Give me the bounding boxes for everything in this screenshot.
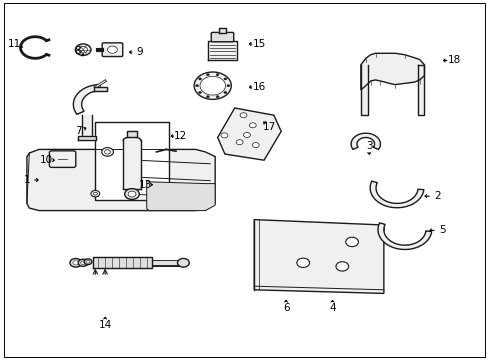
Text: 4: 4 xyxy=(328,303,335,313)
Text: 10: 10 xyxy=(40,155,53,165)
Text: 17: 17 xyxy=(263,122,276,132)
Bar xyxy=(95,122,168,200)
Circle shape xyxy=(224,78,226,80)
Polygon shape xyxy=(27,149,215,211)
Circle shape xyxy=(102,148,113,156)
Circle shape xyxy=(216,74,219,76)
Text: 11: 11 xyxy=(8,39,21,49)
Text: 14: 14 xyxy=(98,320,112,330)
FancyBboxPatch shape xyxy=(49,151,76,167)
Text: 2: 2 xyxy=(433,191,440,201)
Polygon shape xyxy=(417,65,424,115)
Circle shape xyxy=(198,91,201,94)
Circle shape xyxy=(226,85,229,87)
Circle shape xyxy=(296,258,309,267)
Text: 7: 7 xyxy=(75,126,81,136)
Text: 16: 16 xyxy=(252,82,265,92)
Circle shape xyxy=(75,44,91,55)
Circle shape xyxy=(91,190,100,197)
Circle shape xyxy=(107,46,117,53)
Circle shape xyxy=(206,74,209,76)
Polygon shape xyxy=(123,140,141,189)
Circle shape xyxy=(177,258,189,267)
Polygon shape xyxy=(360,65,367,115)
Circle shape xyxy=(240,113,246,118)
Text: 18: 18 xyxy=(447,55,461,66)
Text: 12: 12 xyxy=(174,131,187,141)
Polygon shape xyxy=(208,41,236,60)
Text: 15: 15 xyxy=(252,39,265,49)
Polygon shape xyxy=(146,180,215,211)
Circle shape xyxy=(200,76,225,95)
Circle shape xyxy=(236,140,243,145)
Polygon shape xyxy=(94,87,106,91)
FancyBboxPatch shape xyxy=(102,43,122,57)
Text: 3: 3 xyxy=(365,141,372,151)
Circle shape xyxy=(345,237,358,247)
Circle shape xyxy=(104,150,110,154)
Text: 6: 6 xyxy=(282,303,289,313)
Text: 8: 8 xyxy=(74,46,81,56)
Circle shape xyxy=(124,189,139,199)
Circle shape xyxy=(81,261,85,265)
Text: 5: 5 xyxy=(438,225,445,235)
Circle shape xyxy=(70,258,81,267)
Text: 1: 1 xyxy=(23,175,30,185)
Polygon shape xyxy=(217,108,281,160)
Circle shape xyxy=(78,259,88,266)
Circle shape xyxy=(198,78,201,80)
Circle shape xyxy=(221,133,227,138)
Polygon shape xyxy=(360,53,424,90)
Circle shape xyxy=(252,143,259,148)
Circle shape xyxy=(93,192,97,195)
Circle shape xyxy=(249,123,256,128)
Polygon shape xyxy=(254,220,383,293)
Circle shape xyxy=(128,191,136,197)
Polygon shape xyxy=(82,115,92,137)
Polygon shape xyxy=(350,133,380,149)
Polygon shape xyxy=(369,181,423,208)
Circle shape xyxy=(84,259,92,265)
Circle shape xyxy=(206,95,209,98)
Polygon shape xyxy=(218,28,226,33)
Circle shape xyxy=(224,91,226,94)
Circle shape xyxy=(335,262,348,271)
Circle shape xyxy=(243,132,250,138)
Polygon shape xyxy=(73,85,100,114)
Polygon shape xyxy=(127,131,137,137)
Circle shape xyxy=(195,85,198,87)
Circle shape xyxy=(79,46,87,53)
Circle shape xyxy=(216,95,219,98)
Polygon shape xyxy=(377,223,431,249)
Circle shape xyxy=(73,261,79,265)
Polygon shape xyxy=(123,137,141,140)
Polygon shape xyxy=(78,136,96,140)
Text: 9: 9 xyxy=(136,47,142,57)
Text: 13: 13 xyxy=(139,180,152,190)
Circle shape xyxy=(194,72,231,99)
FancyBboxPatch shape xyxy=(211,32,233,42)
Polygon shape xyxy=(93,257,151,268)
Circle shape xyxy=(86,260,90,263)
